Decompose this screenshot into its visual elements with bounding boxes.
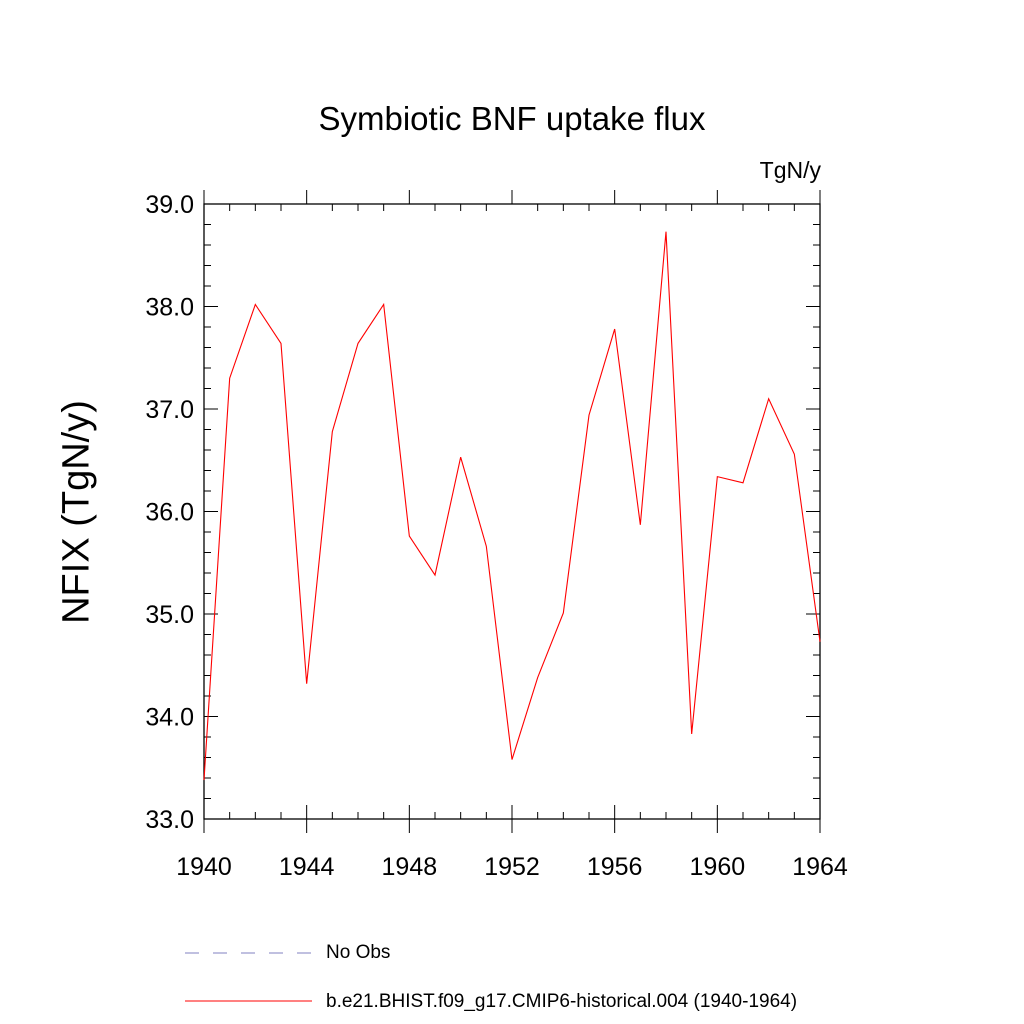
x-tick-label: 1956 (587, 853, 643, 881)
x-tick-label: 1940 (176, 853, 232, 881)
x-tick-label: 1960 (690, 853, 746, 881)
x-tick-label: 1948 (382, 853, 438, 881)
plot-frame (203, 203, 821, 820)
x-tick-label: 1952 (484, 853, 540, 881)
y-tick-label: 39.0 (145, 191, 194, 219)
y-tick-label: 35.0 (145, 601, 194, 629)
y-tick-label: 33.0 (145, 806, 194, 834)
x-tick-label: 1964 (792, 853, 848, 881)
y-tick-label: 34.0 (145, 704, 194, 732)
chart-title: Symbiotic BNF uptake flux (318, 100, 706, 137)
x-tick-label: 1944 (279, 853, 335, 881)
y-tick-label: 37.0 (145, 396, 194, 424)
y-tick-label: 36.0 (145, 499, 194, 527)
series-line (203, 231, 821, 781)
y-tick-label: 38.0 (145, 294, 194, 322)
units-label: TgN/y (759, 157, 821, 183)
